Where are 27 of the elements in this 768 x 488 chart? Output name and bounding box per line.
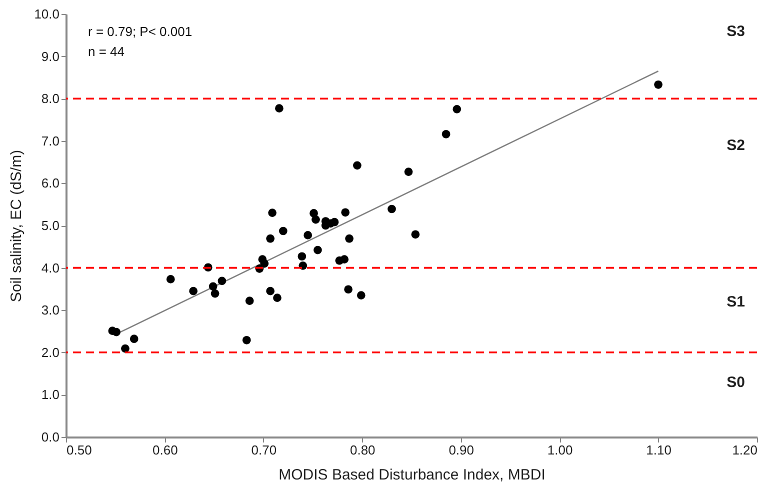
- y-tick-label: 2.0: [41, 344, 60, 360]
- y-tick-label: 4.0: [41, 260, 60, 276]
- x-tick-label: 0.80: [350, 442, 376, 458]
- annotation: n = 44: [88, 44, 125, 59]
- y-tick-label: 6.0: [41, 176, 60, 191]
- annotation: S2: [726, 137, 745, 154]
- y-tick-label: 0.0: [41, 430, 60, 444]
- x-tick-label: 0.70: [251, 442, 277, 458]
- x-tick-label: 0.60: [152, 442, 178, 458]
- y-tick-label: 10.0: [34, 6, 60, 22]
- x-tick-label: 0.90: [448, 442, 474, 458]
- y-tick-label: 5.0: [41, 218, 60, 233]
- y-tick-label: 7.0: [41, 133, 60, 148]
- y-tick-label: 1.0: [41, 387, 60, 402]
- annotation: r = 0.79; P< 0.001: [88, 24, 192, 39]
- y-tick-label: 3.0: [41, 302, 60, 318]
- x-tick-label: 1.10: [646, 442, 672, 458]
- annotation: S3: [726, 22, 745, 40]
- annotation: S0: [726, 374, 745, 392]
- x-axis-title: MODIS Based Disturbance Index, MBDI: [278, 466, 546, 484]
- y-tick-label: 9.0: [41, 48, 60, 64]
- x-tick-label: 1.20: [732, 442, 758, 458]
- x-tick-label: 0.50: [66, 442, 92, 458]
- annotation: S1: [726, 294, 745, 311]
- x-tick-label: 1.00: [547, 442, 573, 458]
- y-axis-title: Soil salinity, EC (dS/m): [8, 150, 26, 302]
- y-tick-label: 8.0: [41, 91, 60, 106]
